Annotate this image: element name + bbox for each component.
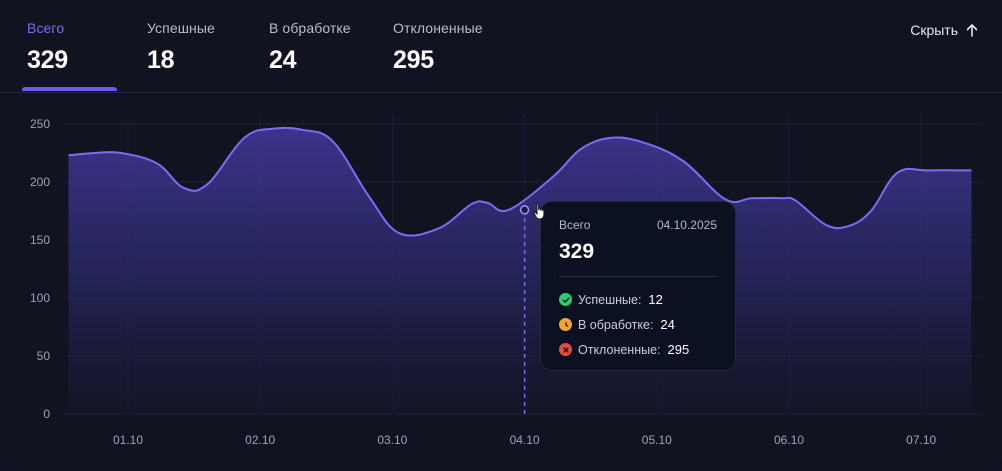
tooltip-divider <box>559 276 717 277</box>
tooltip-processing-label: В обработке: <box>578 317 654 332</box>
x-tick-label: 05.10 <box>642 433 672 447</box>
clock-icon <box>559 318 572 331</box>
tooltip-date: 04.10.2025 <box>656 218 717 232</box>
y-tick-label: 200 <box>30 175 50 189</box>
tab-total[interactable]: Всего 329 <box>27 20 68 75</box>
area-fill <box>68 127 972 414</box>
tooltip-row-processing: В обработке: 24 <box>559 312 717 337</box>
tab-successful[interactable]: Успешные 18 <box>147 20 215 75</box>
y-tick-label: 100 <box>30 291 50 305</box>
arrow-up-icon <box>966 23 978 37</box>
tooltip-total-value: 329 <box>559 240 595 263</box>
stats-tabs: Всего 329 Успешные 18 В обработке 24 Отк… <box>0 0 1002 93</box>
area-chart: 0 50 100 150 200 250 01.10 02.10 03.10 04.10 05.10… <box>30 114 980 447</box>
hide-button[interactable]: Скрыть <box>910 22 978 38</box>
close-icon <box>559 343 572 356</box>
check-icon <box>559 293 572 306</box>
tooltip-row-successful: Успешные: 12 <box>559 287 717 312</box>
tooltip-successful-label: Успешные: <box>578 292 642 307</box>
tooltip-rejected-value: 295 <box>667 342 690 357</box>
x-tick-label: 02.10 <box>245 433 275 447</box>
hand-cursor-icon <box>532 202 548 227</box>
active-tab-indicator <box>22 87 117 91</box>
tab-processing-label: В обработке <box>269 20 351 36</box>
tab-processing[interactable]: В обработке 24 <box>269 20 351 75</box>
tab-rejected-label: Отклоненные <box>393 20 483 36</box>
tab-successful-value: 18 <box>147 46 175 74</box>
tooltip-successful-value: 12 <box>648 292 663 307</box>
series-line <box>68 126 972 237</box>
tab-total-label: Всего <box>27 20 65 36</box>
chart-tooltip: Всего 04.10.2025 329 Успешные: 12 В обра… <box>540 201 736 371</box>
y-tick-label: 0 <box>43 407 50 421</box>
y-tick-label: 50 <box>37 349 51 363</box>
y-tick-label: 250 <box>30 117 50 131</box>
x-tick-label: 07.10 <box>906 433 936 447</box>
hide-button-label: Скрыть <box>910 22 958 38</box>
x-tick-label: 04.10 <box>510 433 540 447</box>
x-tick-label: 06.10 <box>774 433 804 447</box>
y-tick-label: 150 <box>30 233 50 247</box>
tab-successful-label: Успешные <box>147 20 215 36</box>
x-tick-label: 03.10 <box>377 433 407 447</box>
tooltip-title: Всего <box>559 218 591 232</box>
x-tick-label: 01.10 <box>113 433 143 447</box>
highlight-point[interactable] <box>519 205 530 215</box>
tab-processing-value: 24 <box>269 46 297 74</box>
tooltip-processing-value: 24 <box>660 317 675 332</box>
tooltip-row-rejected: Отклоненные: 295 <box>559 337 717 362</box>
tooltip-rejected-label: Отклоненные: <box>578 342 661 357</box>
tab-rejected[interactable]: Отклоненные 295 <box>393 20 483 75</box>
tab-rejected-value: 295 <box>393 46 434 74</box>
tab-total-value: 329 <box>27 46 68 74</box>
